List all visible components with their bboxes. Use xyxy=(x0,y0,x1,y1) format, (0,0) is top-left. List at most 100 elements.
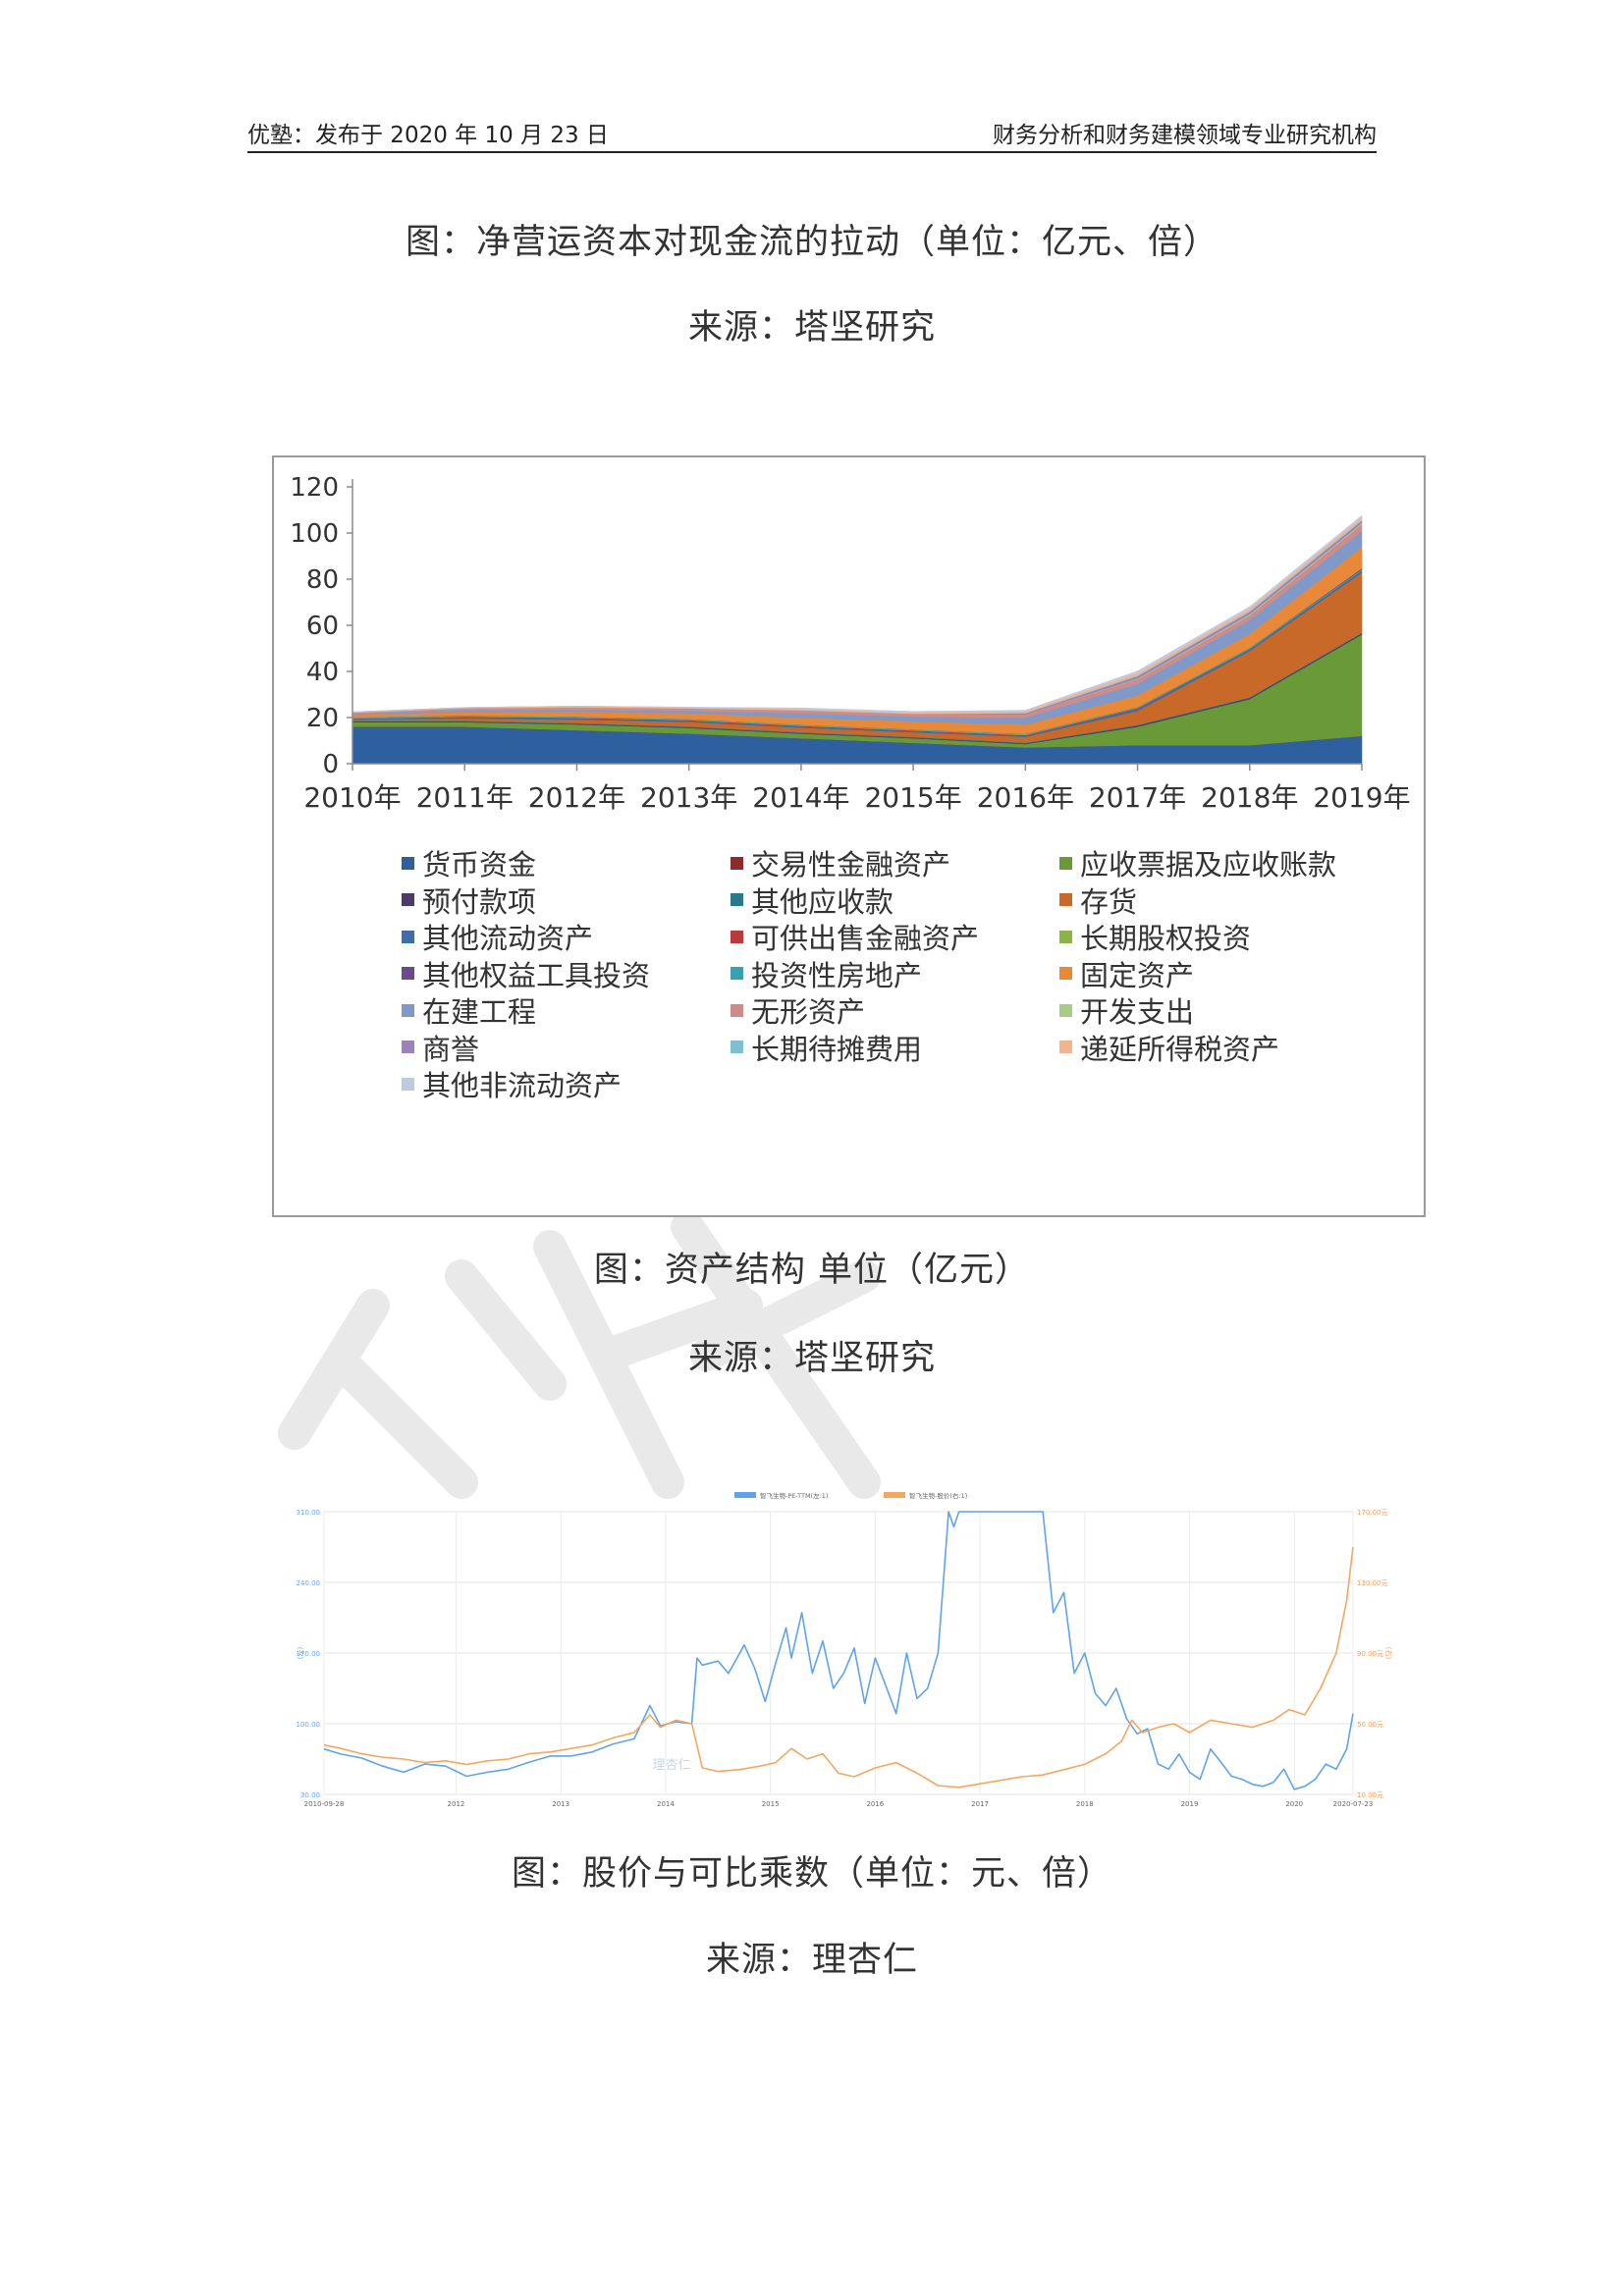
area-series-18 xyxy=(352,514,1363,714)
x-tick-label: 2018年 xyxy=(1201,781,1298,814)
legend-label: 无形资产 xyxy=(751,995,866,1029)
right-tick-label: 10.00元 xyxy=(1357,1791,1383,1799)
legend-label: 投资性房地产 xyxy=(751,958,923,992)
left-axis-title: (左) xyxy=(296,1647,304,1660)
legend-swatch xyxy=(731,930,743,943)
fig3-source: 来源：理杏仁 xyxy=(705,1941,918,1980)
left-tick-label: 310.00 xyxy=(297,1509,321,1517)
right-tick-label: 50.00元 xyxy=(1357,1721,1383,1729)
x-tick-label: 2012年 xyxy=(528,781,625,814)
line-series-0 xyxy=(323,1511,1354,1790)
legend-label: 长期股权投资 xyxy=(1080,922,1252,955)
x-tick-label: 2012 xyxy=(448,1800,465,1808)
x-tick-label: 2013年 xyxy=(640,781,737,814)
legend-label: 在建工程 xyxy=(422,995,537,1029)
legend-swatch xyxy=(402,893,414,906)
legend-swatch xyxy=(402,1077,414,1091)
y-tick-label: 40 xyxy=(306,658,339,687)
legend-label: 交易性金融资产 xyxy=(751,848,951,881)
legend-label: 其他非流动资产 xyxy=(422,1069,623,1102)
legend-item: 其他非流动资产 xyxy=(402,1063,622,1104)
legend-swatch xyxy=(731,1041,743,1053)
x-tick-label: 2010年 xyxy=(303,781,401,814)
area-layers xyxy=(352,514,1363,765)
right-tick-label: 170.00元 xyxy=(1357,1509,1388,1517)
legend-label: 应收票据及应收账款 xyxy=(1080,848,1337,881)
legend-label: 货币资金 xyxy=(422,848,537,881)
fig1-title: 图：净营运资本对现金流的拉动（单位：亿元、倍） xyxy=(405,223,1218,262)
legend-label: 固定资产 xyxy=(1080,958,1195,992)
y-tick-label: 100 xyxy=(290,519,339,549)
legend-label: 开发支出 xyxy=(1080,995,1195,1029)
legend-swatch xyxy=(402,967,414,980)
y-tick-label: 80 xyxy=(306,565,339,595)
legend-label: 商誉 xyxy=(422,1032,480,1066)
legend-label: 存货 xyxy=(1080,884,1138,919)
legend-swatch xyxy=(731,893,743,906)
x-tick-label: 2016年 xyxy=(977,781,1074,814)
left-tick-label: 240.00 xyxy=(297,1579,321,1587)
legend-label: 长期待摊费用 xyxy=(751,1032,923,1066)
x-tick-label: 2017年 xyxy=(1089,781,1186,814)
legend-label: 其他流动资产 xyxy=(422,922,594,955)
legend-swatch xyxy=(1059,893,1072,906)
y-tick-label: 120 xyxy=(290,473,339,503)
x-tick-label: 2016 xyxy=(866,1800,884,1808)
asset-structure-chart: 0 20 40 60 80 100 120 2010年 2011年 2012年 2013年 2014年… xyxy=(272,455,1426,1217)
legend-swatch xyxy=(402,1003,414,1017)
legend-item: 可供出售金融资产 xyxy=(731,916,979,957)
y-tick-label: 20 xyxy=(306,704,339,733)
right-tick-label: 90.00元 xyxy=(1357,1650,1383,1658)
legend-item: 投资性房地产 xyxy=(731,953,922,994)
legend-swatch xyxy=(1059,1041,1072,1053)
legend-label: 递延所得税资产 xyxy=(1080,1032,1280,1066)
legend-swatch xyxy=(731,967,743,980)
left-tick-label: 100.00 xyxy=(297,1721,321,1729)
legend-item: 无形资产 xyxy=(731,989,865,1031)
legend-item: 存货 xyxy=(1059,880,1137,921)
header-publish-info: 优塾：发布于 2020 年 10 月 23 日 xyxy=(247,123,609,148)
x-tick-label: 2019 xyxy=(1181,1800,1199,1808)
legend-item: 固定资产 xyxy=(1059,953,1194,994)
x-tick-label: 2018 xyxy=(1076,1800,1094,1808)
legend-item: 开发支出 xyxy=(1059,989,1194,1031)
header-divider xyxy=(247,151,1377,153)
legend-item: 预付款项 xyxy=(402,880,536,921)
legend-label: 预付款项 xyxy=(422,884,537,919)
price-pe-line-chart: 30.00 10.00元 100.00 50.00元 170.00 90.00元 240.0… xyxy=(296,1491,1393,1808)
x-tick-label: 2013 xyxy=(552,1800,569,1808)
y-tick-label: 0 xyxy=(322,750,339,779)
legend-label: 智飞生物-股价(右:1) xyxy=(909,1491,967,1500)
chart-watermark: 理杏仁 xyxy=(652,1758,690,1773)
legend-swatch xyxy=(731,1003,743,1017)
legend-item: 货币资金 xyxy=(402,842,536,883)
legend-item: 应收票据及应收账款 xyxy=(1059,842,1336,883)
x-tick-label: 2020-07-23 xyxy=(1333,1800,1374,1808)
legend-item: 其他权益工具投资 xyxy=(402,953,650,994)
line-series-1 xyxy=(323,1546,1354,1789)
legend-swatch xyxy=(884,1492,905,1498)
legend-swatch xyxy=(402,1041,414,1053)
legend-item: 其他流动资产 xyxy=(402,916,593,957)
legend-swatch xyxy=(1059,967,1072,980)
legend-label: 其他应收款 xyxy=(751,884,894,919)
legend-swatch xyxy=(1059,930,1072,943)
legend-swatch xyxy=(402,856,414,870)
right-axis-title: (右) xyxy=(1384,1647,1393,1660)
legend-label: 其他权益工具投资 xyxy=(422,958,651,992)
left-tick-label: 30.00 xyxy=(300,1791,320,1799)
x-tick-label: 2020 xyxy=(1285,1800,1303,1808)
legend-swatch xyxy=(734,1492,756,1498)
left-tick-label: 170.00 xyxy=(297,1650,321,1658)
legend-item: 递延所得税资产 xyxy=(1059,1027,1279,1068)
x-tick-label: 2019年 xyxy=(1313,781,1410,814)
right-tick-label: 130.00元 xyxy=(1357,1579,1388,1587)
x-tick-label: 2014 xyxy=(657,1800,675,1808)
legend-swatch xyxy=(1059,1003,1072,1017)
legend-swatch xyxy=(402,930,414,943)
legend-item: 长期股权投资 xyxy=(1059,916,1251,957)
fig1-source: 来源：塔坚研究 xyxy=(687,308,936,347)
x-tick-label: 2017 xyxy=(971,1800,989,1808)
legend-label: 智飞生物-PE-TTM(左:1) xyxy=(760,1491,828,1500)
x-tick-label: 2015年 xyxy=(864,781,961,814)
